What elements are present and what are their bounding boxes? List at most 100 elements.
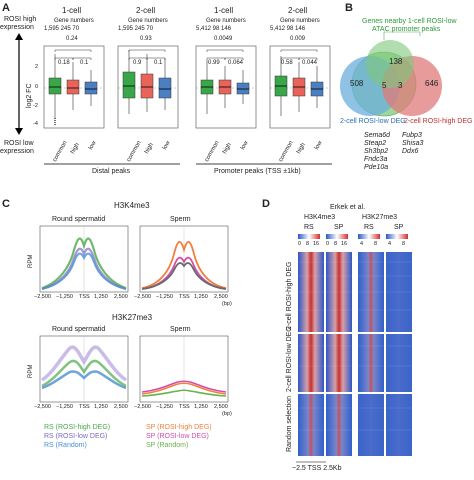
title-h3k4me3-d: H3K4me3: [304, 214, 336, 221]
xtick: 2,500: [214, 404, 228, 410]
legend-rs-low: RS (ROSI-low DEG): [44, 433, 108, 440]
color-scale-4: [386, 234, 408, 239]
venn-label-right: 2-cell ROSI-high DEG: [404, 118, 473, 125]
rosi-high-expression-label: expression: [0, 24, 34, 31]
xtick: TSS: [179, 404, 190, 410]
gene-numbers-header-1: Gene numbers: [54, 18, 94, 24]
pvalue-1c: 0.1: [80, 60, 89, 66]
xtick: 1,250: [94, 294, 108, 300]
venn-label-left: 2-cell ROSI-low DEG: [340, 118, 406, 125]
title-h3k27me3-c: H3K27me3: [112, 313, 153, 322]
pvalue-3b: 0.99: [208, 60, 220, 66]
group-title-4: 2-cell: [288, 6, 308, 15]
xtick: TSS: [79, 294, 90, 300]
scale3-b: 8: [374, 241, 378, 247]
pvalue-4c: 0.044: [302, 60, 318, 66]
scale4-b: 8: [402, 241, 406, 247]
pvalue-3a: 0.0049: [214, 36, 233, 42]
boxplot-group-2: [122, 50, 172, 114]
rosi-low-label: ROSI low: [4, 140, 34, 147]
venn-count-right: 646: [425, 79, 439, 88]
color-scale-3: [358, 234, 380, 239]
author-label: Erkek et al.: [330, 204, 366, 211]
row-label-high-deg: 2-cell ROSI-high DEG: [286, 261, 293, 330]
heatmap-xaxis: −2.5 TSS 2.5Kb: [292, 465, 342, 472]
gene-numbers-header-3: Gene numbers: [206, 18, 246, 24]
pvalue-3c: 0.064: [228, 60, 244, 66]
gene-numbers-header-4: Gene numbers: [280, 18, 320, 24]
legend-rs-high: RS (ROSI-high DEG): [44, 424, 111, 431]
xtick: 2,500: [114, 404, 128, 410]
col-sp-1: SP: [334, 224, 344, 231]
pvalue-2b: 0.9: [133, 60, 142, 66]
gene-left-5: Pde10a: [364, 164, 389, 171]
panel-a-boxplots: [15, 33, 332, 165]
xtick: −2,500: [134, 404, 151, 410]
col-rs-1: RS: [304, 224, 314, 231]
group-title-2: 2-cell: [136, 6, 156, 15]
xtick: −1,250: [156, 404, 173, 410]
xtick: 1,250: [194, 404, 208, 410]
color-scale-1: [298, 234, 320, 239]
gene-left-3: Sh3bp2: [364, 148, 389, 155]
scale1-b: 8: [306, 241, 310, 247]
pvalue-4b: 0.58: [281, 60, 293, 66]
venn-title-line2: ATAC promoter peaks: [372, 26, 441, 33]
title-h3k27me3-d: H3K27me3: [362, 214, 398, 221]
y-tick: -4: [33, 121, 38, 127]
legend-rs-random: RS (Random): [44, 442, 87, 449]
gene-right-2: Shisa3: [402, 140, 424, 147]
venn-count-top: 138: [389, 57, 403, 66]
pvalue-1b: 0.18: [58, 60, 70, 66]
section-distal-peaks: Distal peaks: [92, 168, 131, 175]
panel-label-b: B: [345, 2, 353, 14]
legend-sp-random: SP (Random): [146, 442, 189, 449]
gene-counts-3: 5,412 98 146: [196, 26, 232, 32]
panel-label-c: C: [2, 198, 10, 210]
y-tick: -2: [33, 103, 38, 109]
xtick: −1,250: [56, 294, 73, 300]
xtick: −2,500: [34, 294, 51, 300]
y-tick: 0: [35, 84, 39, 90]
xunit: (bp): [222, 301, 232, 307]
panel-b-venn: [340, 31, 442, 117]
panel-label-d: D: [262, 198, 270, 210]
group-title-3: 1-cell: [214, 6, 234, 15]
boxplot-group-1: [48, 54, 98, 126]
panel-c-profiles: [39, 225, 229, 403]
venn-count-center-left: 5: [382, 81, 387, 90]
col-rs-2: RS: [364, 224, 374, 231]
venn-count-center-right: 3: [398, 81, 403, 90]
y-tick: 2: [35, 64, 39, 70]
scale2-c: 16: [341, 241, 348, 247]
gene-left-2: Steap2: [364, 140, 387, 147]
gene-right-3: Ddx6: [402, 148, 419, 155]
venn-title-line1: Genes nearby 1-cell ROSI-low: [362, 18, 457, 25]
xtick: 1,250: [94, 404, 108, 410]
panel-label-a: A: [2, 2, 10, 14]
group-title-1: 1-cell: [62, 6, 82, 15]
y-label-rpm-2: RPM: [28, 364, 34, 378]
title-sperm: Sperm: [170, 216, 191, 223]
xtick: 2,500: [214, 294, 228, 300]
pvalue-2a: 0.93: [140, 36, 152, 42]
title-sperm-2: Sperm: [170, 326, 191, 333]
color-scale-2: [326, 234, 348, 239]
rosi-high-label: ROSI high: [4, 16, 37, 23]
gene-right-1: Fubp3: [402, 132, 422, 139]
legend-sp-high: SP (ROSI-high DEG): [146, 424, 212, 431]
arrow-down-icon: [15, 128, 23, 135]
gene-counts-4: 5,412 98 146: [270, 26, 306, 32]
xtick: −1,250: [156, 294, 173, 300]
xtick: 1,250: [194, 294, 208, 300]
y-label-rpm: RPM: [28, 254, 34, 268]
xtick: TSS: [79, 404, 90, 410]
pvalue-1a: 0.24: [66, 36, 78, 42]
pvalue-4a: 0.009: [290, 36, 306, 42]
xunit-2: (bp): [222, 411, 232, 417]
xtick: −2,500: [134, 294, 151, 300]
scale1-c: 16: [313, 241, 320, 247]
xtick: 2,500: [114, 294, 128, 300]
legend-sp-low: SP (ROSI-low DEG): [146, 433, 209, 440]
